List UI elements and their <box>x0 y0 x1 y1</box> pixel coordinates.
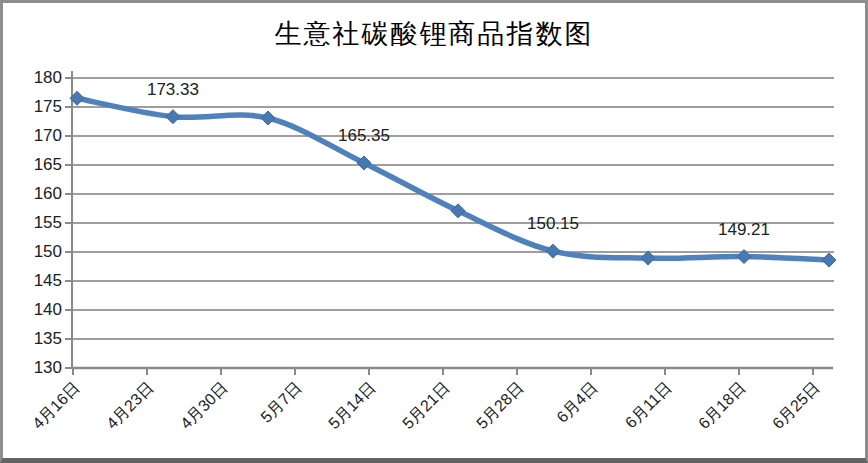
data-point-label: 149.21 <box>718 220 770 240</box>
series-line <box>77 98 829 260</box>
data-point-label: 173.33 <box>147 80 199 100</box>
data-point-label: 150.15 <box>527 214 579 234</box>
data-point-label: 165.35 <box>338 126 390 146</box>
chart-canvas: 生意社碳酸锂商品指数图 1801751701651601551501451401… <box>0 0 868 463</box>
data-point-marker <box>261 111 275 125</box>
y-axis-tick-label: 170 <box>14 126 62 146</box>
y-axis-tick-label: 160 <box>14 184 62 204</box>
data-point-marker <box>641 251 655 265</box>
y-axis-tick-label: 150 <box>14 242 62 262</box>
data-point-marker <box>546 244 560 258</box>
data-point-marker <box>822 253 836 267</box>
data-point-marker <box>166 110 180 124</box>
y-axis-tick-label: 155 <box>14 213 62 233</box>
y-axis-tick-label: 175 <box>14 97 62 117</box>
y-axis-tick-label: 165 <box>14 155 62 175</box>
y-axis-tick-label: 130 <box>14 358 62 378</box>
y-axis-tick-label: 180 <box>14 68 62 88</box>
y-axis-tick-label: 145 <box>14 271 62 291</box>
y-axis-tick-label: 140 <box>14 300 62 320</box>
y-axis-tick-label: 135 <box>14 329 62 349</box>
